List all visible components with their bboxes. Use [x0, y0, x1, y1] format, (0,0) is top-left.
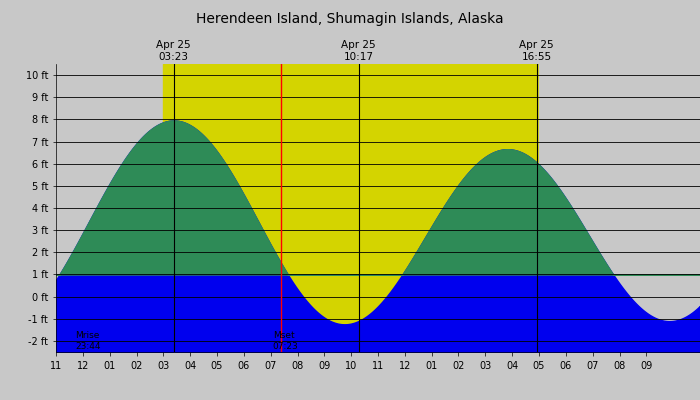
Text: Apr 25
16:55: Apr 25 16:55	[519, 40, 554, 62]
Text: Apr 25
03:23: Apr 25 03:23	[156, 40, 191, 62]
Text: Herendeen Island, Shumagin Islands, Alaska: Herendeen Island, Shumagin Islands, Alas…	[196, 12, 504, 26]
Bar	[163, 64, 539, 352]
Text: Mrise
23:44: Mrise 23:44	[76, 332, 101, 351]
Bar	[56, 64, 163, 352]
Text: Mset
07:23: Mset 07:23	[273, 332, 299, 351]
Text: Apr 25
10:17: Apr 25 10:17	[342, 40, 376, 62]
Bar	[539, 64, 700, 352]
